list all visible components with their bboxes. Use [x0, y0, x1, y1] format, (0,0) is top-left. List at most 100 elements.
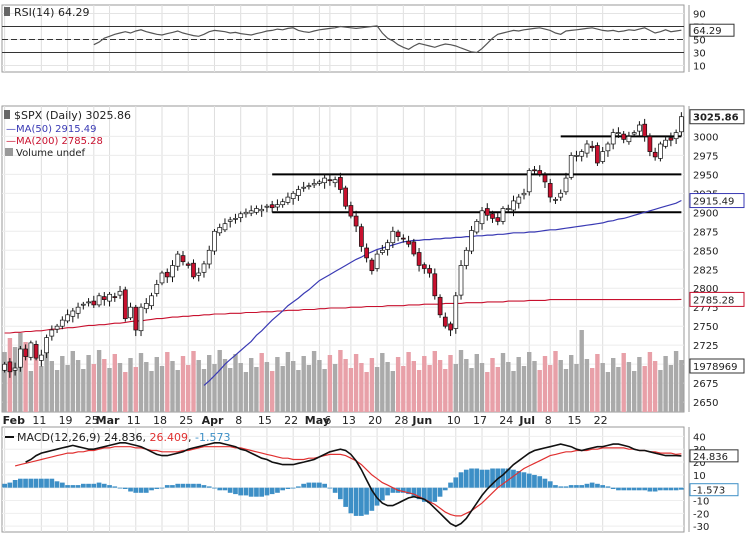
macd-histogram-bar [275, 487, 280, 493]
volume-bar [254, 367, 259, 412]
volume-bar [658, 370, 663, 412]
volume-bar [542, 356, 548, 412]
candle-body [626, 136, 632, 143]
x-axis-tick-label: 22 [594, 414, 608, 427]
candle-body [96, 295, 102, 306]
x-axis-tick-label: 24 [499, 414, 513, 427]
candle-body [631, 132, 637, 135]
candle-body [138, 306, 144, 332]
candle-body [469, 230, 474, 252]
macd-histogram-bar [338, 487, 343, 500]
volume-bar [280, 366, 285, 412]
macd-histogram-bar [479, 469, 485, 488]
volume-bar [65, 365, 70, 412]
macd-histogram-bar [521, 472, 527, 488]
macd-histogram-bar [547, 481, 553, 488]
candle-body [338, 177, 343, 190]
price-legend-symbol: $SPX (Daily) 3025.86 [14, 109, 131, 122]
volume-bar [605, 372, 611, 412]
volume-bar [86, 355, 91, 412]
candle-body [306, 185, 312, 188]
candle-body [448, 323, 453, 331]
candle-body [610, 132, 616, 145]
candle-body [280, 201, 286, 206]
macd-value-box [689, 449, 739, 463]
candle-body [474, 221, 480, 233]
volume-bar [427, 365, 432, 412]
volume-bar [579, 330, 584, 412]
macd-histogram-bar [453, 477, 459, 488]
macd-histogram-bar [196, 483, 202, 488]
macd-histogram-bar [626, 487, 632, 491]
x-axis-tick-label: 15 [567, 414, 581, 427]
candle-body [12, 367, 18, 371]
volume-bar [96, 350, 102, 412]
volume-bar [521, 366, 527, 412]
macd-tick-label: -10 [693, 497, 709, 508]
candle-body [673, 132, 679, 140]
candle-body [49, 329, 55, 337]
macd-histogram-bar [322, 483, 327, 488]
x-axis-tick-label: 8 [235, 414, 242, 427]
macd-histogram-bar [490, 468, 495, 488]
candle-body [537, 170, 543, 175]
candle-body [322, 177, 327, 184]
volume-bar [159, 366, 165, 412]
x-axis-tick-label: Jun [411, 414, 432, 427]
macd-histogram-bar [238, 487, 243, 496]
candle-body [154, 284, 160, 294]
candle-body [579, 151, 585, 157]
volume-bar [154, 357, 159, 412]
volume-bar [401, 366, 406, 412]
macd-histogram-bar [505, 468, 511, 488]
candle-body [542, 174, 548, 183]
macd-histogram-bar [86, 483, 91, 488]
macd-line [25, 441, 682, 528]
x-axis-tick-label: 6 [324, 414, 331, 427]
macd-histogram-bar [668, 487, 674, 491]
macd-histogram-bar [217, 487, 223, 491]
x-axis-tick-label: 8 [545, 414, 552, 427]
macd-histogram-bar [191, 483, 196, 488]
volume-bar [548, 365, 553, 412]
x-axis-tick-label: Jul [518, 414, 535, 427]
candle-body [259, 208, 265, 212]
volume-bar [2, 352, 7, 412]
candle-body [227, 219, 233, 222]
volume-bar [270, 371, 275, 412]
macd-histogram-bar [164, 485, 170, 488]
volume-bar [553, 351, 558, 412]
rsi-tick-label: 10 [693, 62, 706, 73]
candle-body [317, 181, 322, 184]
candle-body [248, 210, 254, 214]
volume-bar [632, 371, 637, 412]
volume-bar [70, 351, 75, 412]
volume-bar [527, 352, 532, 412]
candle-body [516, 196, 522, 204]
price-tick-label: 2875 [693, 227, 718, 238]
volume-bar [338, 350, 343, 412]
candle-body [23, 348, 28, 357]
candle-body [427, 268, 432, 274]
volume-bar [385, 362, 390, 412]
macd-histogram-bar [353, 487, 359, 516]
macd-histogram-bar [663, 487, 668, 491]
candle-body [521, 192, 527, 196]
x-axis-tick-label: 22 [284, 414, 298, 427]
volume-bar [416, 370, 422, 412]
candle-body [275, 204, 280, 208]
macd-histogram-bar [390, 487, 396, 493]
volume-bar [395, 357, 401, 412]
volume-bar [600, 363, 605, 412]
volume-bar [311, 351, 317, 412]
candle-body [495, 217, 501, 222]
x-axis-tick-label: 25 [179, 414, 193, 427]
macd-histogram-bar [117, 487, 123, 489]
macd-histogram-bar [442, 487, 448, 491]
volume-bar [595, 354, 600, 412]
macd-histogram-bar [12, 480, 18, 488]
macd-histogram-bar [264, 487, 270, 496]
price-tick-label: 2900 [693, 208, 718, 219]
volume-bar [285, 352, 291, 412]
